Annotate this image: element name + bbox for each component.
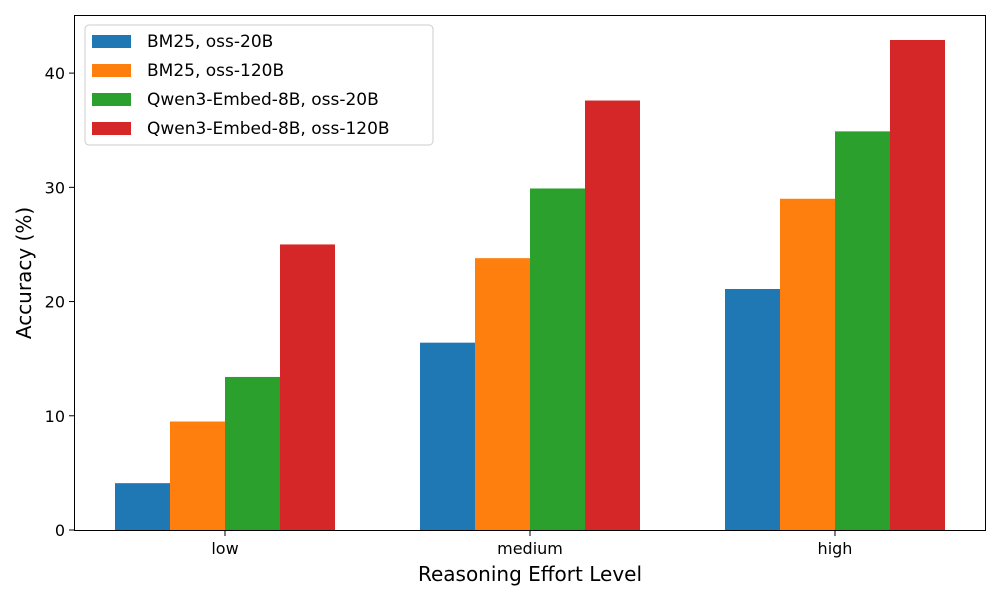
bar-bm25-oss-120b-high — [780, 198, 835, 530]
y-tick-label: 30 — [45, 178, 65, 197]
y-tick-label: 0 — [55, 521, 65, 540]
legend-label: BM25, oss-120B — [147, 61, 284, 81]
bar-bm25-oss-20b-high — [725, 288, 780, 530]
x-tick-label: high — [818, 539, 853, 558]
bar-bm25-oss-20b-medium — [420, 342, 475, 530]
bar-qwen3-embed-8b-oss-120b-medium — [585, 100, 640, 530]
legend-label: BM25, oss-20B — [147, 32, 273, 52]
bar-qwen3-embed-8b-oss-120b-low — [280, 244, 335, 530]
x-tick-label: medium — [497, 539, 563, 558]
legend-label: Qwen3-Embed-8B, oss-120B — [147, 119, 390, 139]
bars-group — [115, 39, 945, 531]
bar-bm25-oss-120b-low — [170, 421, 225, 530]
legend-box — [84, 24, 434, 146]
y-tick-label: 40 — [45, 64, 65, 83]
plot-frame — [74, 15, 986, 531]
x-tick-label: low — [211, 539, 238, 558]
bar-qwen3-embed-8b-oss-120b-high — [890, 39, 945, 531]
legend: BM25, oss-20B BM25, oss-120B Qwen3-Embed-8… — [84, 24, 434, 146]
bar-qwen3-embed-8b-oss-20b-medium — [530, 188, 585, 530]
legend-swatch — [92, 93, 131, 106]
bar-bm25-oss-120b-medium — [475, 258, 530, 530]
x-axis-ticks: low medium high — [211, 530, 852, 558]
legend-swatch — [92, 122, 131, 135]
bar-qwen3-embed-8b-oss-20b-high — [835, 131, 890, 530]
legend-swatch — [92, 35, 131, 48]
y-axis-ticks: 0 10 20 30 40 — [45, 64, 75, 540]
x-axis-title: Reasoning Effort Level — [418, 562, 642, 586]
y-tick-label: 10 — [45, 407, 65, 426]
legend-swatch — [92, 64, 131, 77]
bar-bm25-oss-20b-low — [115, 483, 170, 530]
bar-qwen3-embed-8b-oss-20b-low — [225, 376, 280, 530]
y-axis-title: Accuracy (%) — [12, 207, 36, 339]
legend-label: Qwen3-Embed-8B, oss-20B — [147, 90, 379, 110]
y-tick-label: 20 — [45, 293, 65, 312]
